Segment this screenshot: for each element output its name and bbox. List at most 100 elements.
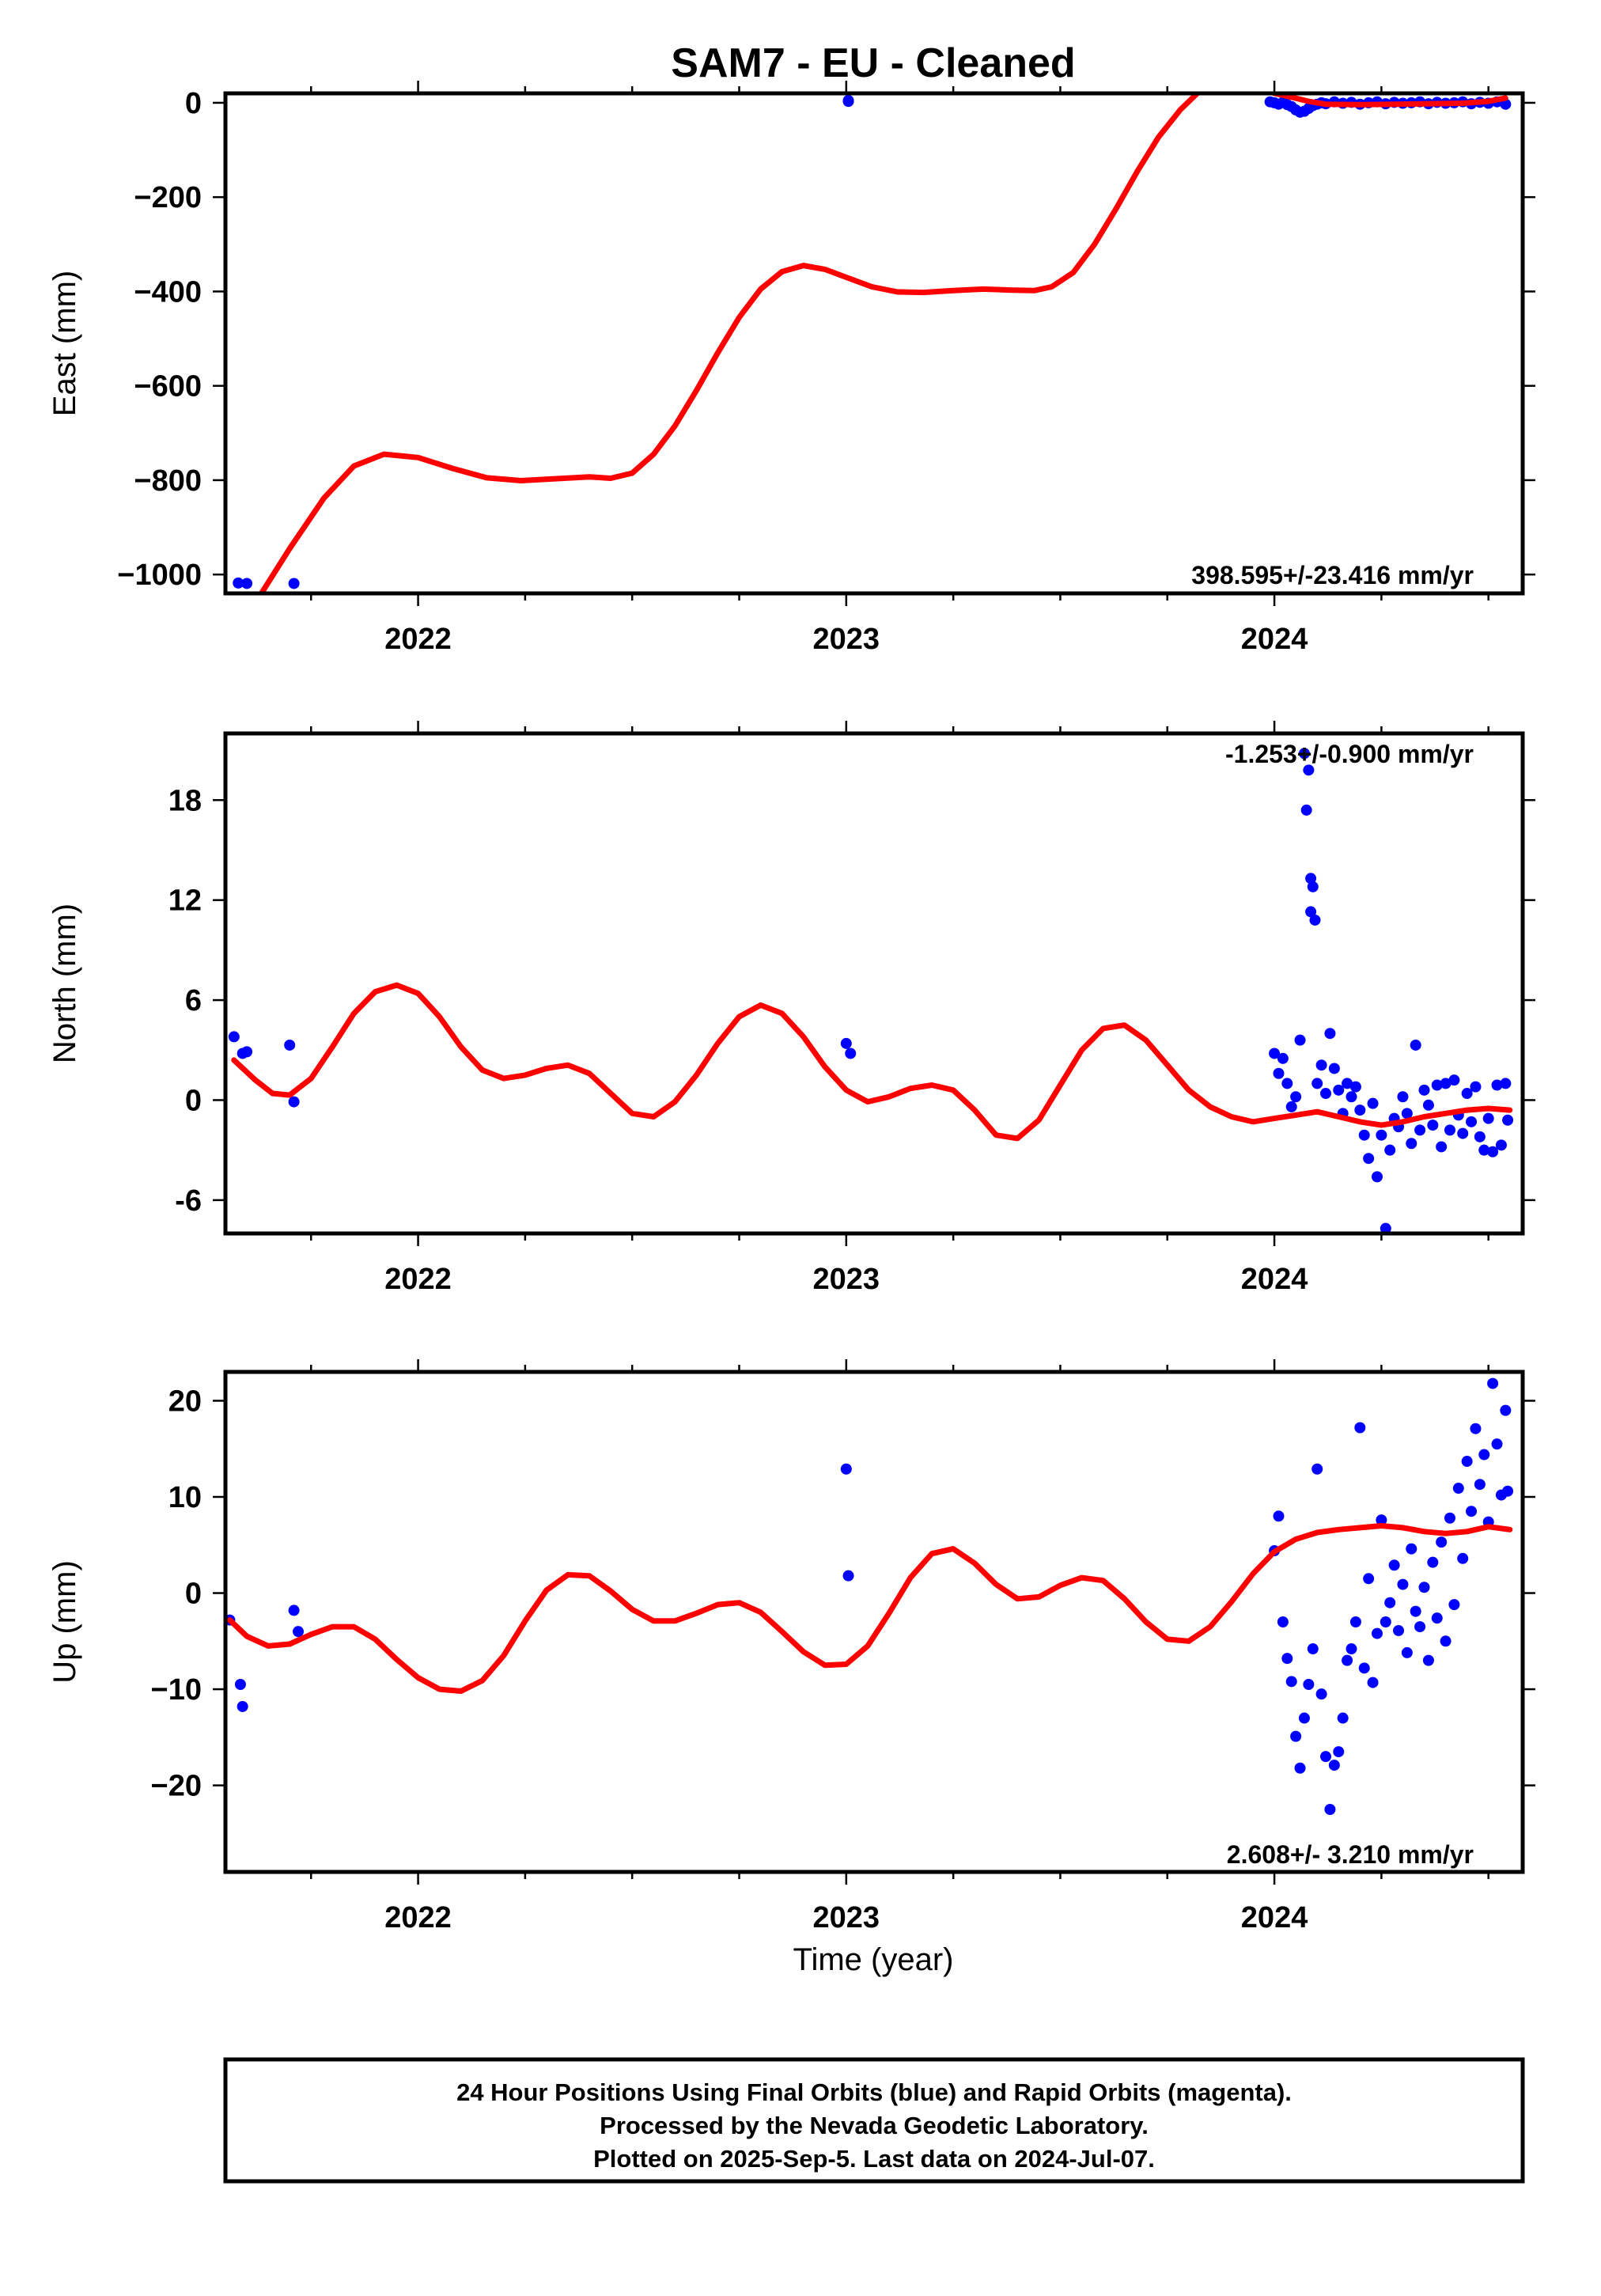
east-panel: 2022 2023 2024 0 −200 −400 −600 −800 −1000 East (… bbox=[47, 81, 1535, 656]
north-data-point bbox=[1311, 1078, 1323, 1089]
north-data-point bbox=[1427, 1120, 1439, 1131]
footer-box: 24 Hour Positions Using Final Orbits (bl… bbox=[223, 2057, 1525, 2184]
north-frame bbox=[223, 731, 1525, 1236]
north-data-point bbox=[1431, 1079, 1443, 1091]
north-data-point bbox=[1470, 1081, 1482, 1093]
up-data-point bbox=[1427, 1556, 1439, 1568]
up-data-point bbox=[1474, 1479, 1486, 1491]
up-plot-area bbox=[225, 1377, 1514, 1815]
east-y-tick-label: −600 bbox=[134, 370, 202, 404]
up-data-point bbox=[1380, 1616, 1391, 1627]
north-rate-label: -1.253+/-0.900 mm/yr bbox=[1225, 740, 1474, 768]
north-data-point bbox=[1300, 804, 1312, 816]
north-data-point bbox=[1491, 1079, 1503, 1091]
up-data-point bbox=[1320, 1751, 1332, 1763]
up-data-point bbox=[840, 1463, 852, 1475]
east-y-axis-label: East (mm) bbox=[47, 271, 82, 416]
up-frame bbox=[223, 1370, 1525, 1874]
north-data-point bbox=[1315, 1059, 1327, 1071]
up-x-tick-label: 2022 bbox=[384, 1901, 452, 1934]
north-data-point bbox=[1307, 881, 1319, 892]
up-data-point bbox=[842, 1570, 854, 1582]
up-data-point bbox=[1277, 1616, 1289, 1627]
footer-line-1: 24 Hour Positions Using Final Orbits (bl… bbox=[456, 2078, 1292, 2106]
up-data-point bbox=[1307, 1643, 1319, 1655]
north-data-point bbox=[1303, 764, 1315, 776]
east-data-point bbox=[842, 94, 854, 106]
up-y-tick-label: 20 bbox=[168, 1385, 202, 1418]
footer-line-2: Processed by the Nevada Geodetic Laborat… bbox=[600, 2112, 1149, 2139]
up-data-point bbox=[1342, 1654, 1353, 1666]
north-data-point bbox=[1309, 914, 1321, 926]
up-data-point bbox=[1349, 1616, 1361, 1627]
up-data-point bbox=[1422, 1654, 1434, 1666]
up-data-point bbox=[1436, 1536, 1448, 1548]
up-data-point bbox=[1376, 1514, 1387, 1526]
up-data-point bbox=[1333, 1746, 1345, 1758]
north-panel: 2022 2023 2024 18 12 6 0 -6 North (mm) -1.253+/-0… bbox=[47, 721, 1535, 1296]
north-y-tick-label: -6 bbox=[175, 1184, 202, 1218]
up-data-point bbox=[1452, 1483, 1464, 1495]
up-data-point bbox=[1470, 1423, 1482, 1434]
north-data-point bbox=[1495, 1139, 1507, 1151]
north-data-point bbox=[1333, 1084, 1345, 1096]
north-data-point bbox=[288, 1096, 300, 1108]
north-data-point bbox=[1401, 1108, 1413, 1120]
up-data-point bbox=[1294, 1762, 1306, 1774]
north-data-point bbox=[1328, 1063, 1340, 1074]
up-data-point bbox=[1440, 1635, 1451, 1647]
up-data-point bbox=[1290, 1730, 1302, 1742]
up-data-point bbox=[1281, 1653, 1293, 1665]
north-data-point bbox=[1466, 1116, 1478, 1127]
north-x-tick-label: 2022 bbox=[384, 1263, 452, 1296]
up-data-point bbox=[1337, 1712, 1349, 1724]
chart-title: SAM7 - EU - Cleaned bbox=[671, 40, 1075, 86]
up-data-point bbox=[293, 1626, 305, 1638]
x-axis-label: Time (year) bbox=[793, 1942, 954, 1977]
east-y-tick-label: 0 bbox=[185, 87, 202, 120]
north-data-point bbox=[1384, 1144, 1396, 1156]
north-data-point bbox=[1444, 1124, 1455, 1136]
north-data-point bbox=[840, 1037, 852, 1049]
north-data-point bbox=[1363, 1153, 1375, 1165]
north-x-tick-label: 2024 bbox=[1241, 1263, 1308, 1296]
up-data-point bbox=[1393, 1624, 1405, 1636]
up-data-point bbox=[1363, 1573, 1375, 1585]
north-data-point bbox=[1448, 1074, 1460, 1086]
up-data-point bbox=[288, 1605, 300, 1616]
north-data-point bbox=[1422, 1099, 1434, 1111]
up-y-tick-label: 0 bbox=[185, 1578, 202, 1611]
up-data-point bbox=[1444, 1512, 1455, 1524]
up-x-tick-label: 2024 bbox=[1241, 1901, 1308, 1934]
north-data-point bbox=[1418, 1084, 1430, 1096]
north-y-tick-label: 18 bbox=[168, 784, 202, 817]
north-data-point bbox=[1406, 1138, 1417, 1150]
up-data-point bbox=[1311, 1463, 1323, 1475]
up-data-point bbox=[1298, 1712, 1310, 1724]
north-data-point bbox=[241, 1046, 253, 1058]
east-y-tick-label: −200 bbox=[134, 181, 202, 214]
north-y-tick-label: 12 bbox=[168, 885, 202, 918]
up-y-tick-label: −10 bbox=[151, 1673, 202, 1707]
east-x-tick-label: 2023 bbox=[813, 623, 880, 656]
up-data-point bbox=[1315, 1688, 1327, 1700]
up-data-point bbox=[1406, 1543, 1417, 1555]
up-data-point bbox=[1367, 1677, 1379, 1688]
north-data-point bbox=[1305, 873, 1317, 885]
north-data-point bbox=[1349, 1081, 1361, 1093]
up-y-tick-label: 10 bbox=[168, 1481, 202, 1514]
north-data-point bbox=[1281, 1078, 1293, 1089]
north-data-point bbox=[1500, 1078, 1512, 1089]
north-data-point bbox=[1457, 1127, 1469, 1139]
north-data-point bbox=[1342, 1078, 1353, 1089]
north-y-tick-label: 6 bbox=[185, 984, 202, 1017]
north-data-point bbox=[1376, 1129, 1387, 1141]
up-data-point bbox=[1457, 1552, 1469, 1564]
up-data-point bbox=[1448, 1599, 1460, 1611]
north-data-point bbox=[1324, 1028, 1336, 1040]
north-data-point bbox=[1440, 1078, 1451, 1089]
up-data-point bbox=[1478, 1449, 1490, 1461]
north-data-point bbox=[1294, 1034, 1306, 1046]
up-data-point bbox=[1358, 1662, 1370, 1674]
